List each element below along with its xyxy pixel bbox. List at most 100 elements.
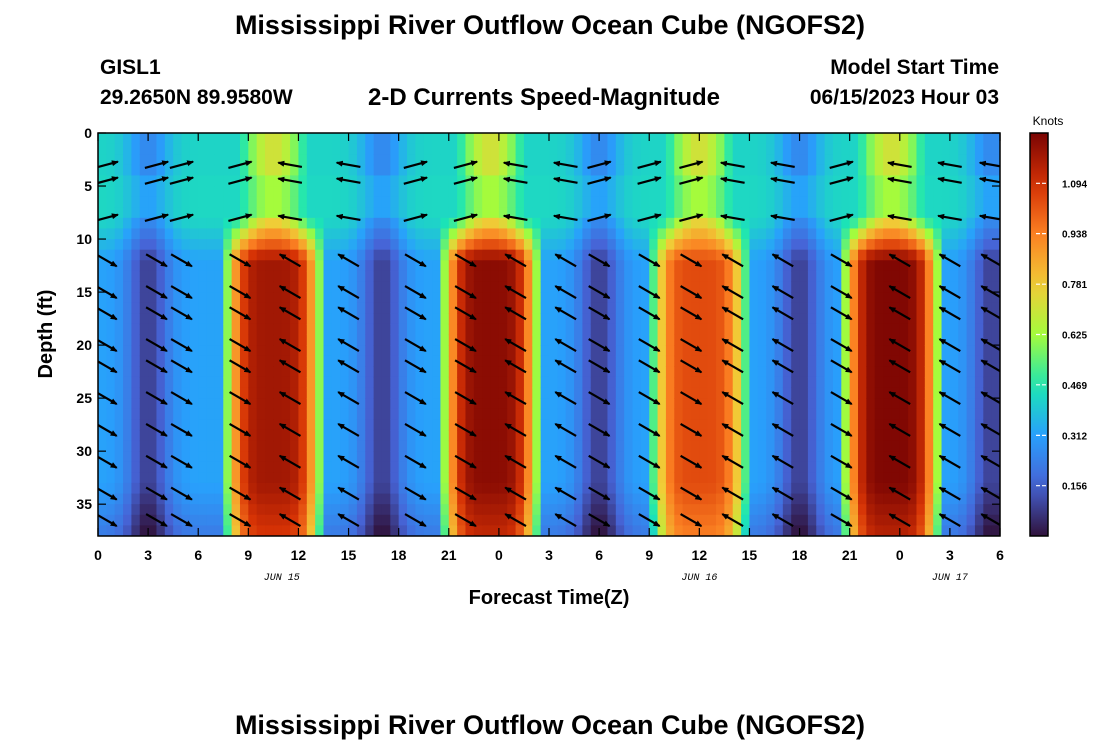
current-vector-arrow	[98, 285, 118, 300]
heatmap-cell	[782, 387, 792, 399]
heatmap-cell	[457, 334, 467, 346]
heatmap-cell	[440, 525, 450, 536]
heatmap-cell	[206, 292, 216, 304]
heatmap-cell	[340, 186, 350, 198]
heatmap-cell	[198, 345, 208, 357]
heatmap-cell	[749, 302, 759, 314]
heatmap-cell	[874, 504, 884, 516]
heatmap-cell	[649, 482, 659, 495]
heatmap-cell	[323, 249, 333, 261]
heatmap-cell	[248, 281, 258, 293]
heatmap-cell	[565, 323, 575, 336]
heatmap-cell	[958, 186, 968, 198]
heatmap-cell	[440, 429, 450, 442]
heatmap-cell	[348, 302, 358, 314]
heatmap-cell	[340, 525, 350, 536]
heatmap-cell	[582, 143, 592, 155]
heatmap-cell	[757, 217, 767, 230]
heatmap-cell	[223, 154, 233, 166]
heatmap-cell	[265, 429, 274, 442]
heatmap-cell	[891, 133, 901, 145]
heatmap-cell	[114, 281, 124, 293]
heatmap-cell	[448, 249, 458, 261]
heatmap-cell	[607, 302, 617, 314]
heatmap-cell	[407, 207, 416, 219]
heatmap-cell	[732, 133, 742, 145]
heatmap-cell	[523, 451, 533, 463]
heatmap-cell	[181, 239, 191, 251]
heatmap-cell	[607, 249, 617, 261]
heatmap-cell	[173, 249, 183, 261]
heatmap-cell	[908, 164, 918, 177]
heatmap-cell	[181, 270, 191, 283]
heatmap-cell	[390, 207, 400, 219]
heatmap-cell	[523, 408, 533, 420]
heatmap-cell	[615, 366, 625, 378]
heatmap-cell	[782, 376, 792, 389]
heatmap-cell	[390, 376, 400, 389]
heatmap-cell	[365, 514, 375, 526]
heatmap-cell	[507, 207, 517, 219]
heatmap-cell	[966, 313, 976, 325]
heatmap-cell	[983, 239, 993, 251]
heatmap-cell	[540, 196, 550, 208]
heatmap-cell	[883, 376, 893, 389]
heatmap-cell	[615, 440, 625, 452]
heatmap-cell	[381, 217, 391, 230]
heatmap-cell	[381, 398, 391, 410]
heatmap-cell	[448, 387, 458, 399]
heatmap-cell	[490, 133, 500, 145]
heatmap-cell	[732, 440, 742, 452]
heatmap-cell	[465, 281, 475, 293]
heatmap-cell	[381, 175, 391, 187]
heatmap-cell	[298, 217, 308, 230]
heatmap-cell	[398, 514, 408, 526]
heatmap-cell	[198, 482, 208, 495]
current-vector-arrow	[980, 338, 1000, 352]
heatmap-cell	[298, 143, 308, 155]
heatmap-cell	[523, 143, 533, 155]
heatmap-cell	[807, 355, 817, 367]
heatmap-cell	[665, 398, 675, 410]
current-vector-arrow	[145, 338, 168, 353]
current-vector-arrow	[980, 253, 1000, 267]
heatmap-cell	[231, 207, 241, 219]
heatmap-cell	[816, 313, 826, 325]
heatmap-cell	[315, 366, 325, 378]
heatmap-cell	[757, 143, 767, 155]
heatmap-cell	[732, 270, 742, 283]
heatmap-cell	[398, 493, 408, 505]
heatmap-cell	[490, 207, 500, 219]
heatmap-cell	[398, 313, 408, 325]
heatmap-cell	[415, 514, 425, 526]
heatmap-cell	[223, 196, 233, 208]
heatmap-cell	[290, 133, 300, 145]
heatmap-cell	[365, 302, 375, 314]
heatmap-cell	[741, 504, 751, 516]
heatmap-cell	[590, 196, 600, 208]
heatmap-cell	[599, 154, 609, 166]
heatmap-cell	[941, 366, 951, 378]
heatmap-cell	[983, 164, 993, 177]
heatmap-cell	[866, 482, 876, 495]
heatmap-cell	[398, 461, 408, 473]
heatmap-cell	[974, 334, 984, 346]
heatmap-cell	[156, 355, 166, 367]
heatmap-cell	[615, 482, 625, 495]
heatmap-cell	[373, 461, 383, 473]
heatmap-cell	[732, 514, 742, 526]
current-vector-arrow	[680, 285, 703, 300]
heatmap-cell	[131, 207, 141, 219]
current-vector-arrow	[170, 422, 193, 437]
heatmap-cell	[415, 387, 425, 399]
heatmap-cell	[139, 207, 149, 219]
heatmap-cell	[465, 239, 475, 251]
heatmap-cell	[958, 207, 968, 219]
heatmap-cell	[198, 323, 208, 336]
heatmap-cell	[106, 387, 116, 399]
heatmap-cell	[590, 482, 600, 495]
heatmap-cell	[432, 133, 442, 145]
heatmap-cell	[256, 196, 266, 208]
heatmap-cell	[607, 154, 617, 166]
heatmap-cell	[390, 196, 400, 208]
